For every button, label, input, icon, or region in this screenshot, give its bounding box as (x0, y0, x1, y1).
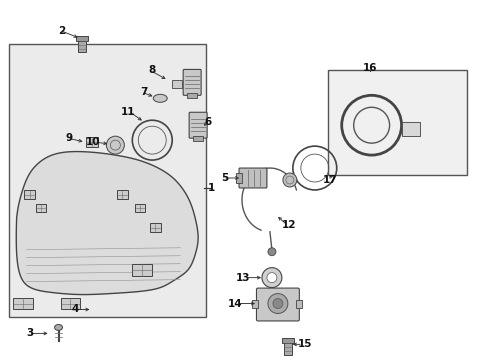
Text: 14: 14 (227, 298, 242, 309)
Bar (36, 204, 45, 212)
Bar (295, 300, 301, 307)
FancyBboxPatch shape (189, 112, 207, 138)
Text: 13: 13 (235, 273, 249, 283)
Bar (193, 136, 203, 141)
Text: 6: 6 (204, 117, 212, 127)
Bar (86, 137, 98, 147)
Circle shape (106, 136, 124, 154)
Text: 9: 9 (65, 133, 72, 143)
Circle shape (267, 293, 287, 314)
Text: 5: 5 (221, 173, 227, 183)
Text: 17: 17 (323, 175, 337, 185)
Bar (251, 300, 258, 307)
Circle shape (283, 173, 296, 187)
FancyBboxPatch shape (183, 69, 201, 95)
Circle shape (266, 273, 276, 283)
Bar (281, 338, 293, 343)
Text: 8: 8 (148, 66, 155, 76)
Bar (76, 36, 88, 41)
Polygon shape (13, 298, 33, 310)
Bar (401, 122, 419, 136)
Text: 16: 16 (362, 63, 376, 73)
Circle shape (262, 268, 281, 288)
Text: 11: 11 (121, 107, 135, 117)
Text: 7: 7 (140, 87, 147, 97)
FancyBboxPatch shape (239, 168, 266, 188)
Bar (236, 173, 242, 183)
Bar (284, 343, 291, 355)
Circle shape (272, 298, 283, 309)
Bar (9, 44, 205, 318)
Text: 1: 1 (208, 183, 215, 193)
Bar (172, 80, 182, 88)
Polygon shape (16, 152, 198, 294)
Text: 4: 4 (71, 305, 78, 315)
Bar (135, 204, 145, 212)
Circle shape (267, 248, 275, 256)
Text: 15: 15 (297, 339, 312, 349)
Bar (117, 190, 127, 199)
Bar (24, 190, 35, 199)
Polygon shape (132, 264, 152, 276)
Text: 10: 10 (86, 137, 100, 147)
Ellipse shape (153, 94, 167, 102)
Bar (149, 223, 161, 232)
Text: 12: 12 (281, 220, 296, 230)
Polygon shape (61, 298, 81, 310)
Bar (187, 93, 197, 98)
FancyBboxPatch shape (256, 288, 299, 321)
Ellipse shape (55, 324, 62, 330)
Text: 2: 2 (58, 26, 65, 36)
Bar (78, 41, 86, 53)
Text: 3: 3 (26, 328, 34, 338)
Bar (327, 71, 467, 175)
